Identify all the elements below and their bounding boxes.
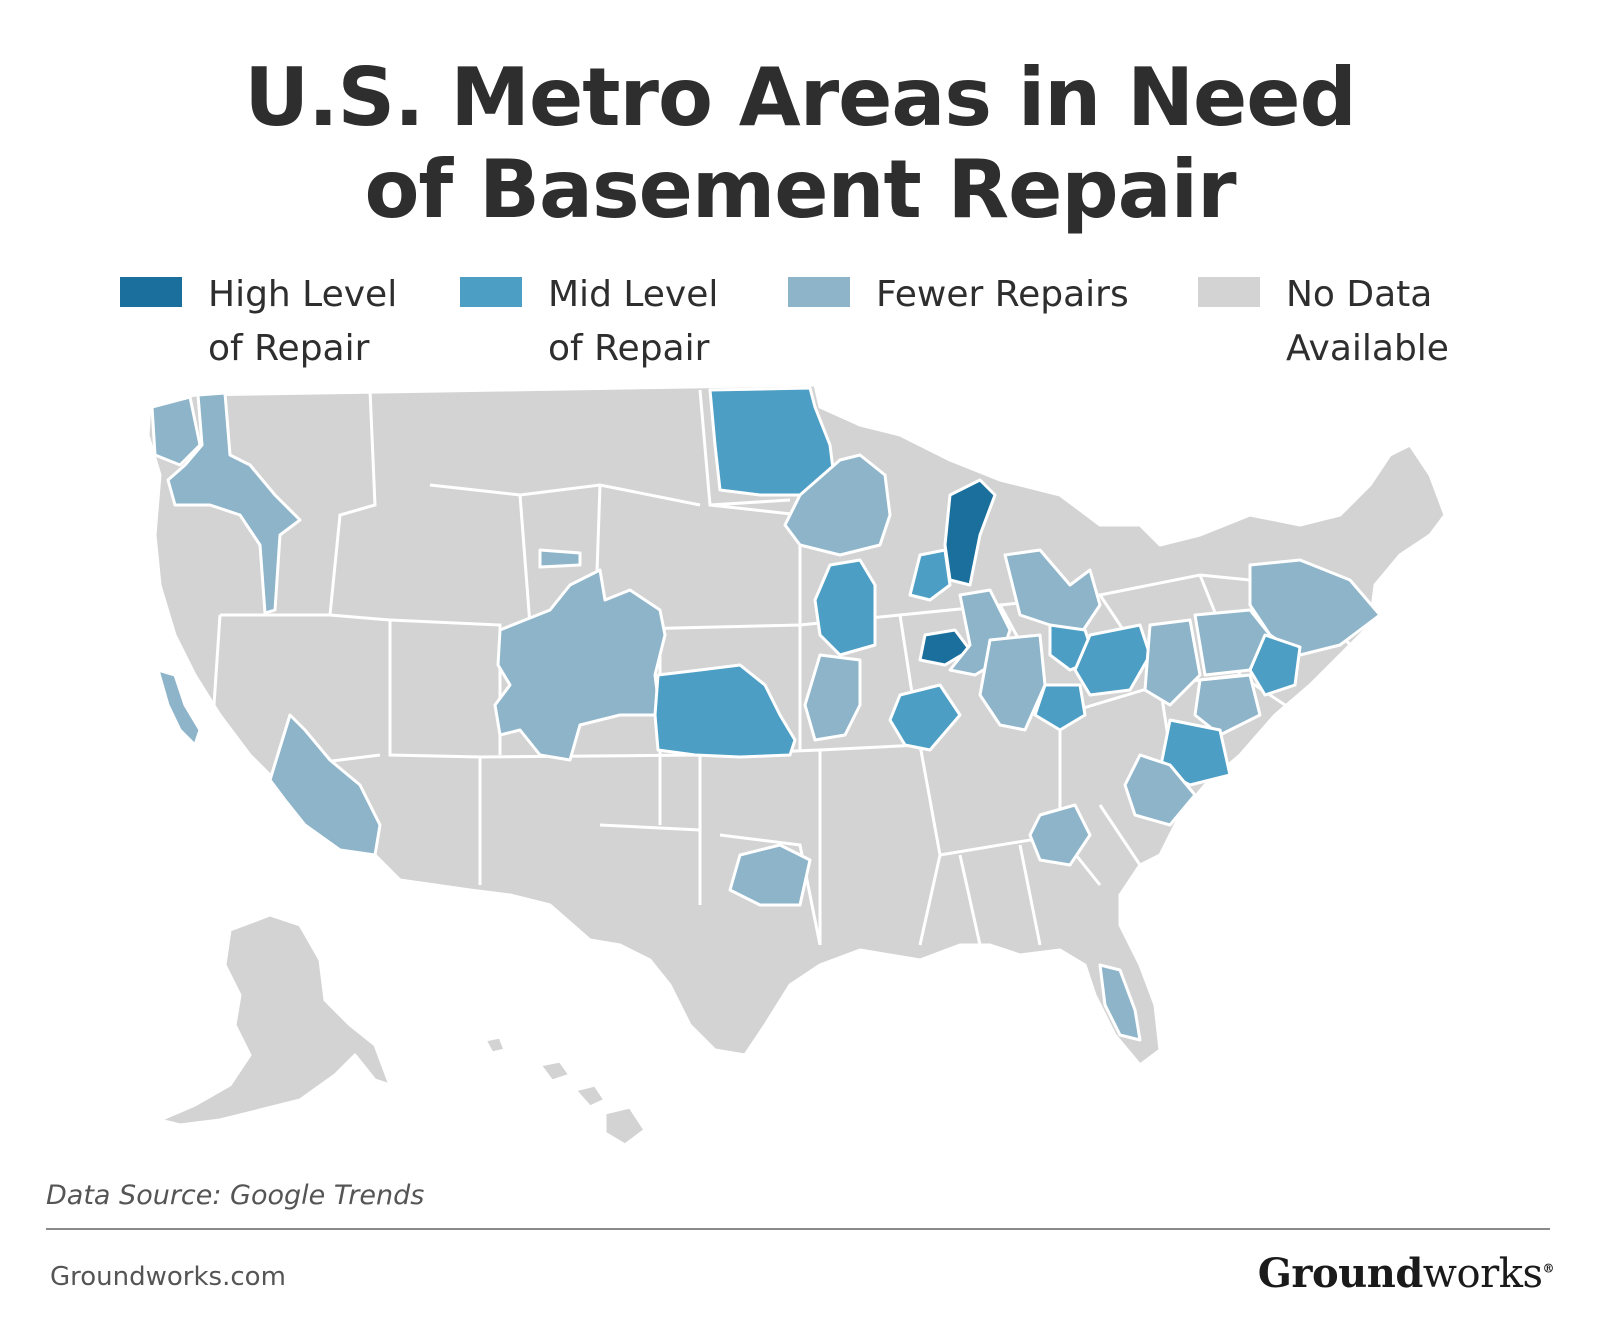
metro-region-florida [1098, 963, 1142, 1042]
legend-label-high-line-1: High Level [208, 274, 398, 315]
data-source-note: Data Source: Google Trends [46, 1180, 425, 1211]
logo-bold-text: Ground [1257, 1250, 1424, 1297]
metro-region-northern-california [156, 668, 202, 747]
metro-region-madison [908, 548, 952, 602]
metro-region-michigan [1003, 548, 1102, 637]
chart-title: U.S. Metro Areas in Need of Basement Rep… [0, 52, 1600, 236]
legend-label-mid-line-1: Mid Level [548, 274, 719, 315]
legend-swatch-fewer [788, 277, 850, 307]
region-boundary-line [329, 613, 482, 885]
metro-region-dallas [728, 843, 812, 907]
title-line-1: U.S. Metro Areas in Need [244, 51, 1357, 144]
legend: High Level of Repair Mid Level of Repair… [0, 268, 1600, 378]
metro-region-ohio [1073, 623, 1152, 697]
metro-region-utah [538, 548, 582, 569]
metro-region-st-louis [888, 683, 962, 752]
region-boundary-line [709, 498, 791, 507]
metro-region-seattle [150, 395, 202, 467]
metro-region-northeast [1248, 558, 1382, 657]
metro-region-minneapolis [783, 453, 892, 557]
metro-region-chicago [918, 628, 972, 667]
metro-regions [150, 386, 1382, 1042]
title-line-2: of Basement Repair [364, 143, 1236, 236]
legend-label-fewer-line-1: Fewer Repairs [876, 274, 1129, 315]
region-boundary-line [1098, 804, 1142, 866]
legend-label-no-data-line-1: No Data [1286, 274, 1433, 315]
legend-swatch-high [120, 277, 182, 307]
metro-region-pacific-northwest [166, 391, 302, 615]
legend-item-no-data: No Data Available [1198, 268, 1449, 376]
us-map [146, 385, 1447, 1147]
hawaii-shape [483, 1035, 647, 1147]
legend-item-mid: Mid Level of Repair [460, 268, 718, 376]
metro-region-cincinnati [1033, 683, 1087, 732]
region-boundary-line [958, 854, 982, 946]
metro-region-iowa [813, 558, 877, 657]
website-link[interactable]: Groundworks.com [50, 1262, 286, 1292]
metro-region-pittsburgh [1143, 618, 1202, 707]
region-boundary-line [208, 614, 271, 777]
region-boundary-line [519, 483, 701, 507]
legend-swatch-no-data [1198, 277, 1260, 307]
legend-swatch-mid [460, 277, 522, 307]
legend-item-fewer: Fewer Repairs [788, 268, 1129, 322]
footer-divider [46, 1228, 1550, 1230]
metro-region-colorado [493, 568, 667, 762]
legend-label-high-line-2: of Repair [208, 328, 370, 369]
region-boundary-line [1018, 844, 1042, 946]
registered-mark: ® [1542, 1261, 1555, 1276]
metro-region-los-angeles [268, 713, 382, 857]
metro-region-missouri-west [803, 653, 862, 742]
map-base [146, 385, 1447, 1147]
metro-region-indiana [978, 633, 1047, 732]
metro-region-washington-dc [1193, 673, 1262, 737]
groundworks-logo: Groundworks® [1257, 1250, 1555, 1297]
metro-region-atlanta [1028, 803, 1092, 867]
region-boundary-line [599, 823, 701, 832]
legend-item-high: High Level of Repair [120, 268, 397, 376]
logo-light-text: works [1422, 1251, 1543, 1297]
region-boundary-line [220, 389, 377, 617]
metro-region-kansas [653, 663, 797, 759]
region-boundary-line [819, 743, 942, 946]
metro-region-carolinas [1123, 753, 1197, 827]
legend-label-mid-line-2: of Repair [548, 328, 710, 369]
contiguous-us-shape [146, 385, 1447, 1067]
region-boundary-line [698, 389, 802, 625]
alaska-shape [158, 913, 392, 1127]
region-boundary-line [719, 833, 822, 946]
metro-region-new-york [1248, 633, 1302, 697]
legend-label-no-data-line-2: Available [1286, 328, 1449, 369]
